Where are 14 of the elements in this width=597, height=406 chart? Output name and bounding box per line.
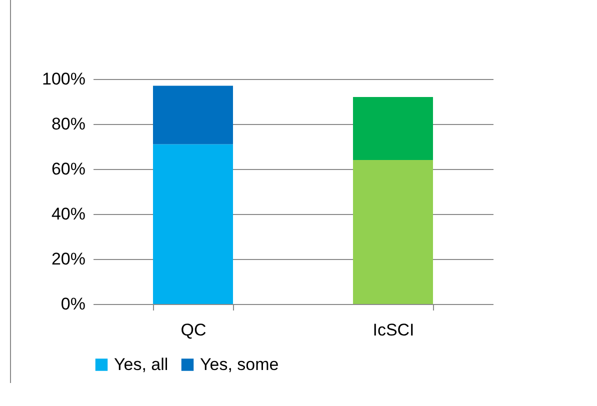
bar — [353, 160, 433, 304]
x-tick-label: IcSCI — [372, 320, 414, 340]
x-tick-label: QC — [180, 320, 206, 340]
bar — [353, 97, 433, 160]
y-tick-label: 40% — [51, 204, 86, 224]
legend-label: Yes, all — [114, 354, 168, 374]
y-tick-label: 100% — [42, 70, 86, 88]
y-tick-label: 0% — [60, 294, 86, 314]
bar — [153, 144, 233, 304]
y-tick-label: 80% — [51, 114, 86, 134]
legend-label: Yes, some — [200, 354, 279, 374]
y-tick-label: 60% — [51, 160, 86, 178]
y-tick-label: 20% — [51, 250, 86, 268]
bar — [153, 86, 233, 144]
